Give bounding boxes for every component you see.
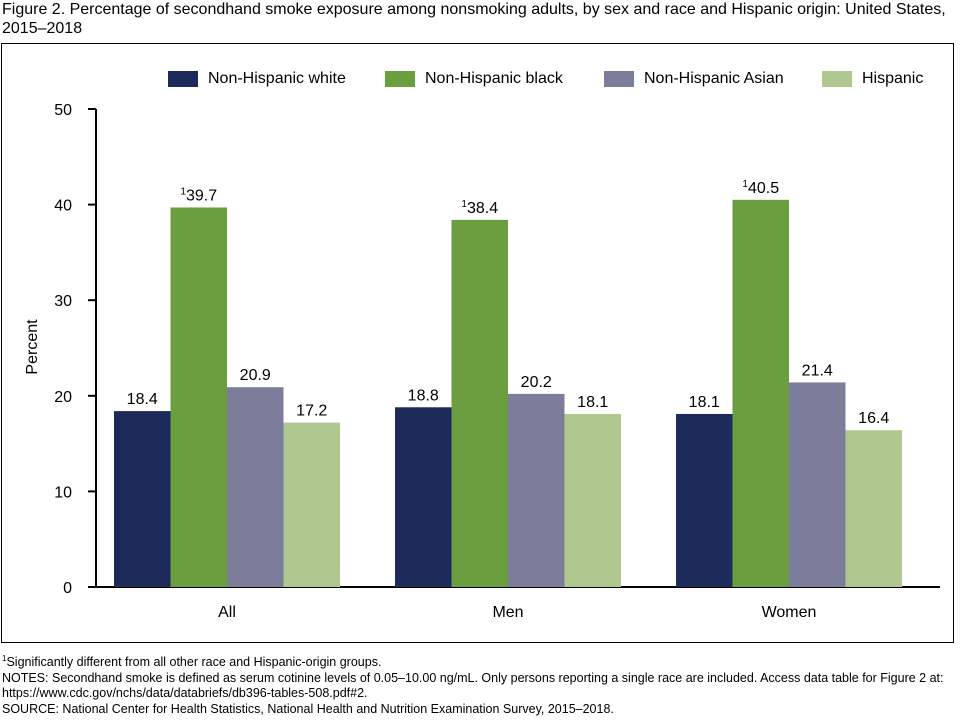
bar-chart: 0102030405018.4139.720.917.2All18.8138.4…	[54, 102, 940, 621]
data-label: 138.4	[461, 199, 498, 217]
notes-text: NOTES: Secondhand smoke is defined as se…	[2, 670, 944, 701]
y-tick-label: 40	[54, 198, 72, 215]
legend-item-non-hispanic-asian: Non-Hispanic Asian	[604, 70, 784, 88]
bar	[227, 387, 284, 587]
bar	[170, 207, 227, 587]
data-label-value: 38.4	[467, 200, 498, 217]
bar	[789, 382, 846, 587]
chart-frame	[1, 43, 954, 643]
bar	[451, 219, 508, 587]
data-label: 18.1	[577, 394, 608, 411]
x-tick-label: All	[218, 604, 236, 621]
data-label-value: 39.7	[186, 187, 217, 204]
figure-title: Figure 2. Percentage of secondhand smoke…	[2, 1, 946, 37]
data-label-footnote: 1	[742, 179, 748, 190]
footnote-text: Significantly different from all other r…	[6, 655, 382, 669]
data-label: 20.2	[521, 374, 552, 391]
bar	[676, 413, 733, 587]
legend-item-non-hispanic-black: Non-Hispanic black	[385, 70, 563, 88]
data-label: 16.4	[858, 410, 889, 427]
bar	[114, 411, 171, 587]
legend-label: Hispanic	[862, 70, 924, 87]
bar	[283, 422, 340, 587]
data-label-footnote: 1	[461, 199, 467, 210]
data-label: 18.1	[689, 394, 720, 411]
footnote-marker: 1	[2, 653, 7, 663]
legend-swatch	[604, 71, 634, 87]
legend-swatch	[822, 71, 852, 87]
legend-label: Non-Hispanic white	[208, 70, 346, 87]
y-tick-label: 0	[63, 580, 72, 597]
legend-label: Non-Hispanic black	[425, 70, 563, 87]
data-label: 139.7	[180, 186, 217, 204]
data-label-footnote: 1	[180, 186, 186, 197]
bar	[564, 413, 621, 587]
footnote-1: 1Significantly different from all other …	[2, 653, 952, 671]
y-tick-label: 10	[54, 484, 72, 501]
data-label: 18.4	[127, 391, 158, 408]
legend-swatch	[168, 71, 198, 87]
bar	[732, 199, 789, 587]
notes: 1Significantly different from all other …	[2, 653, 952, 717]
y-tick-label: 50	[54, 102, 72, 119]
data-label: 18.8	[408, 387, 439, 404]
y-tick-label: 30	[54, 293, 72, 310]
bar	[395, 407, 452, 587]
data-label: 21.4	[802, 362, 833, 379]
legend-label: Non-Hispanic Asian	[644, 70, 784, 87]
data-label: 20.9	[240, 367, 271, 384]
y-tick-label: 20	[54, 389, 72, 406]
legend-swatch	[385, 71, 415, 87]
legend-item-non-hispanic-white: Non-Hispanic white	[168, 70, 346, 88]
data-label: 140.5	[742, 179, 779, 197]
data-label: 17.2	[296, 403, 327, 420]
x-tick-label: Women	[762, 604, 817, 621]
source-text: SOURCE: National Center for Health Stati…	[2, 701, 614, 716]
x-tick-label: Men	[492, 604, 523, 621]
data-label-value: 40.5	[748, 180, 779, 197]
legend-item-hispanic: Hispanic	[822, 70, 923, 88]
bar	[508, 393, 565, 587]
bar	[845, 430, 902, 587]
